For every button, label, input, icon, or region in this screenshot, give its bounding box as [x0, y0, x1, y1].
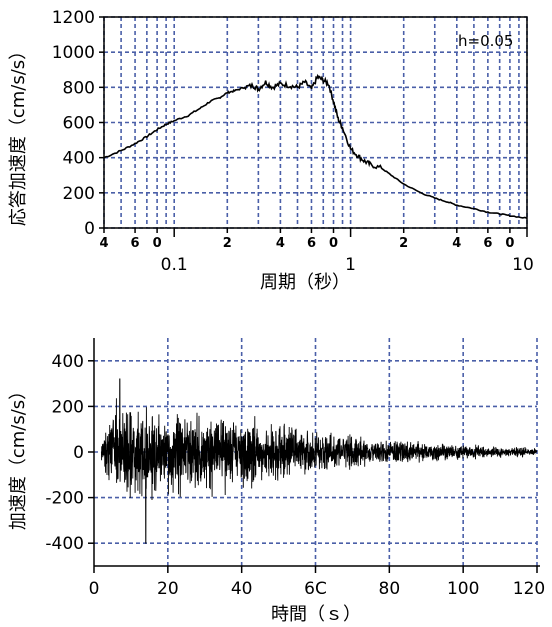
response-spectrum-line — [103, 73, 528, 220]
bottom-ytick-label: -400 — [45, 534, 84, 554]
top-xminor-label: 6 — [131, 236, 140, 251]
top-ytick-label: 600 — [63, 114, 95, 134]
bottom-y-axis-title: 加速度（cm/s/s） — [8, 382, 29, 530]
top-y-axis-title: 応答加速度（cm/s/s） — [8, 42, 29, 226]
bottom-xtick-label: 40 — [231, 579, 253, 599]
bottom-xtick-label: 0 — [89, 579, 100, 599]
top-series — [103, 73, 528, 220]
top-xmajor-label: 0.1 — [161, 255, 188, 275]
top-ytick-label: 1000 — [52, 43, 95, 63]
top-xmajor-label: 10 — [512, 255, 534, 275]
top-xminor-label: 0 — [153, 236, 162, 251]
top-ytick-label: 0 — [84, 219, 95, 239]
top-xminor-label: 2 — [399, 236, 408, 251]
bottom-ytick-label: 400 — [52, 352, 84, 372]
bottom-ytick-label: -200 — [45, 489, 84, 509]
bottom-xtick-label: 20 — [157, 579, 179, 599]
bottom-ytick-label: 0 — [73, 443, 84, 463]
top-xminor-label: 4 — [452, 236, 461, 251]
top-xminor-label: 0 — [505, 236, 514, 251]
top-xminor-label: 6 — [483, 236, 492, 251]
top-xminor-label: 4 — [276, 236, 285, 251]
top-xminor-label: 6 — [307, 236, 316, 251]
bottom-ticks: -400 -200 0 200 400 0 20 40 6C 80 100 120 — [45, 352, 545, 599]
bottom-ytick-label: 200 — [52, 397, 84, 417]
bottom-xtick-label: 100 — [447, 579, 479, 599]
acceleration-timehistory-chart: -400 -200 0 200 400 0 20 40 6C 80 100 120 時間（ｓ） 加速度… — [8, 338, 545, 625]
top-ytick-label: 400 — [63, 149, 95, 169]
bottom-xtick-label: 80 — [379, 579, 401, 599]
bottom-xtick-label: 6C — [304, 579, 327, 599]
bottom-xtick-label: 120 — [513, 579, 545, 599]
top-xminor-label: 0 — [329, 236, 338, 251]
top-ytick-label: 200 — [63, 184, 95, 204]
top-ytick-label: 800 — [63, 78, 95, 98]
damping-annotation: h=0.05 — [458, 32, 513, 50]
top-xminor-label: 4 — [99, 236, 108, 251]
top-xminor-label: 2 — [223, 236, 232, 251]
top-xmajor-label: 1 — [345, 255, 356, 275]
top-x-axis-title: 周期（秒） — [260, 272, 350, 293]
acceleration-trace — [100, 378, 538, 544]
bottom-series — [100, 378, 538, 544]
top-ytick-label: 1200 — [52, 8, 95, 28]
bottom-x-axis-title: 時間（ｓ） — [271, 604, 361, 625]
